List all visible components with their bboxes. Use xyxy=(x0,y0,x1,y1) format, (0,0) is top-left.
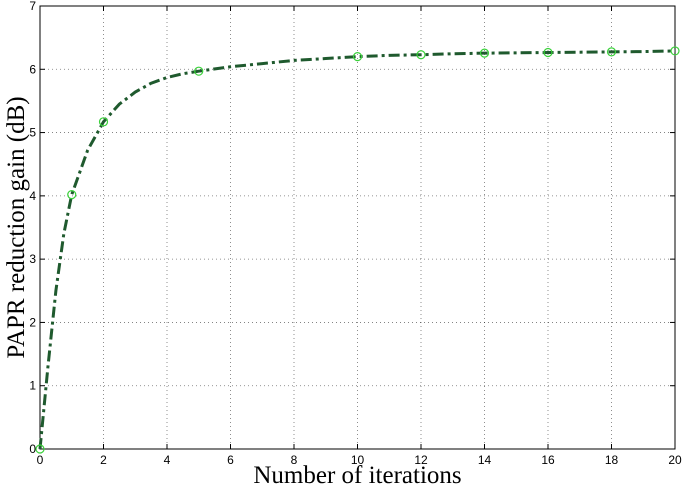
series-line xyxy=(38,49,676,450)
data-point-marker xyxy=(98,117,109,127)
x-tick-label: 8 xyxy=(291,453,298,467)
data-point-marker xyxy=(352,52,363,62)
y-tick-label: 4 xyxy=(29,189,36,203)
y-tick-label: 6 xyxy=(29,62,36,76)
y-tick-label: 2 xyxy=(29,315,36,329)
x-tick-label: 16 xyxy=(541,453,555,467)
x-tick-labels: 0 2 4 6 8 10 12 14 16 18 20 xyxy=(37,453,682,467)
data-point-marker xyxy=(416,50,426,60)
data-point-marker xyxy=(35,444,45,454)
y-tick-label: 5 xyxy=(29,126,36,140)
x-tick-label: 10 xyxy=(351,453,365,467)
x-tick-label: 14 xyxy=(478,453,492,467)
y-tick-label: 0 xyxy=(29,442,36,456)
axis-ticks xyxy=(39,5,676,450)
y-tick-label: 3 xyxy=(29,252,36,266)
x-tick-label: 4 xyxy=(164,453,171,467)
y-tick-label: 1 xyxy=(29,379,36,393)
x-tick-label: 12 xyxy=(414,453,428,467)
x-tick-label: 20 xyxy=(668,453,682,467)
y-tick-labels: 0 1 2 3 4 5 6 7 xyxy=(29,0,36,456)
x-tick-label: 6 xyxy=(227,453,234,467)
data-point-marker xyxy=(479,48,490,58)
grid-lines xyxy=(40,6,675,449)
data-point-marker xyxy=(670,46,680,56)
series-markers xyxy=(35,46,680,454)
data-point-marker xyxy=(606,47,617,57)
x-axis-label: Number of iterations xyxy=(253,462,461,488)
x-tick-label: 0 xyxy=(37,453,44,467)
x-tick-label: 2 xyxy=(100,453,107,467)
x-tick-label: 18 xyxy=(605,453,619,467)
data-point-marker xyxy=(67,189,77,200)
data-point-marker xyxy=(194,66,204,76)
y-axis-label: PAPR reduction gain (dB) xyxy=(3,96,30,358)
y-tick-label: 7 xyxy=(29,0,36,13)
data-point-marker xyxy=(543,47,553,58)
